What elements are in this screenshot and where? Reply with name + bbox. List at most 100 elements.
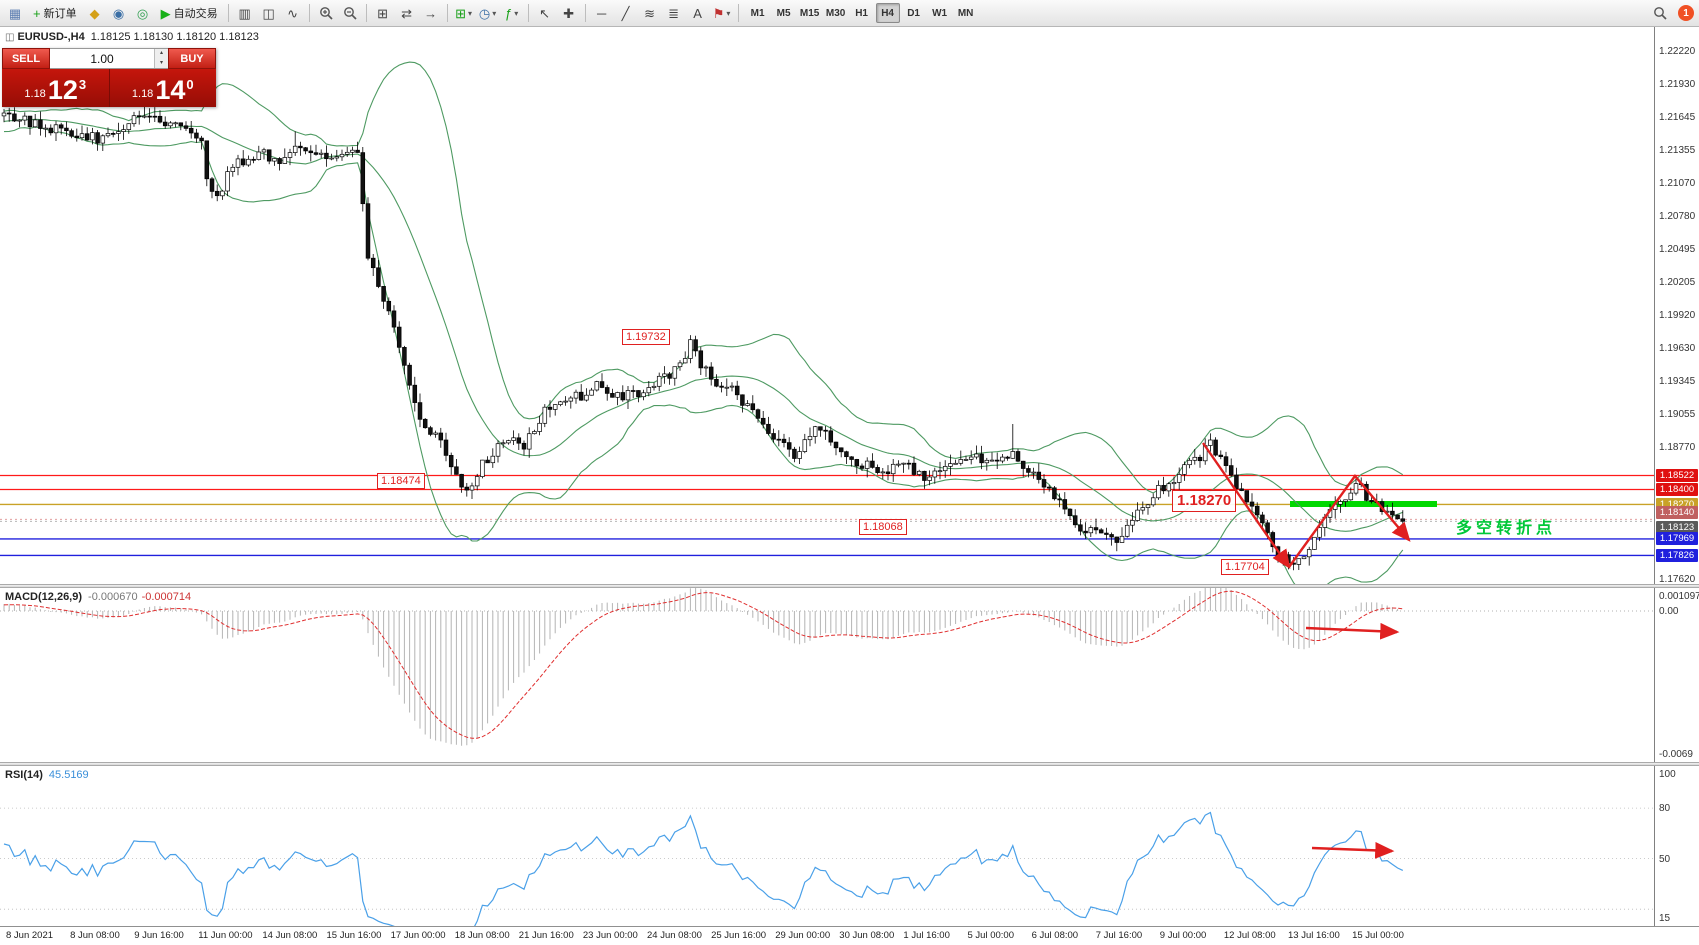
price-callout[interactable]: 1.17704 [1221, 559, 1269, 575]
channel-tool-glyph: ≣ [668, 5, 680, 21]
time-axis[interactable]: 8 Jun 2021 8 Jun 08:00 9 Jun 16:00 11 Jun 0… [0, 926, 1699, 945]
time-axis-label: 15 Jul 00:00 [1352, 930, 1404, 941]
buy-button[interactable]: BUY [168, 48, 216, 69]
zoom-out-icon[interactable] [339, 2, 361, 24]
chart-shift-icon[interactable]: ⇄ [396, 2, 418, 24]
macd-signal-line [3, 590, 1403, 739]
panel-splitter[interactable] [0, 584, 1699, 588]
channel-tool[interactable]: ≣ [663, 2, 685, 24]
hline-tool[interactable]: ─ [591, 2, 613, 24]
auto-scroll-icon[interactable]: → [420, 2, 442, 24]
price-chart-canvas[interactable] [0, 26, 1654, 584]
turning-point-label: 多空转折点 [1456, 520, 1557, 537]
bar-chart-icon[interactable]: ▥ [234, 2, 256, 24]
price-tag[interactable]: 1.18123 [1656, 520, 1698, 534]
navigator-icon[interactable]: ◎ [132, 2, 154, 24]
price-callout[interactable]: 1.18270 [1172, 490, 1237, 512]
timeframe-w1-button[interactable]: W1 [932, 7, 948, 19]
data-window-icon[interactable]: ◉ [108, 2, 130, 24]
tile-windows-icon[interactable]: ⊞ [372, 2, 394, 24]
time-axis-label: 29 Jun 00:00 [775, 930, 831, 941]
candlestick-chart-icon[interactable]: ◫ [258, 2, 280, 24]
price-axis[interactable]: 1.22220 1.21930 1.21645 1.21355 1.21070 1.207… [1654, 26, 1699, 926]
new-chart-button[interactable]: ⊞ ▾ [453, 2, 475, 24]
line-chart-icon[interactable]: ∿ [282, 2, 304, 24]
sell-button[interactable]: SELL [2, 48, 50, 69]
auto-trading-button[interactable]: ▶ 自动交易 [156, 2, 223, 24]
volume-field: ▴ ▾ [50, 48, 168, 69]
time-axis-label: 1 Jul 16:00 [903, 930, 950, 941]
timeframe-m5-button[interactable]: M5 [776, 7, 791, 19]
crosshair-tool[interactable]: ✚ [558, 2, 580, 24]
timeframe-h1-button[interactable]: H1 [855, 7, 868, 19]
horizontal-lines-layer[interactable] [0, 474, 1654, 557]
bid-price-display[interactable]: 1.18 12 3 [2, 69, 110, 107]
timeframe-h4-button[interactable]: H4 [875, 3, 900, 23]
time-axis-label: 15 Jun 16:00 [326, 930, 382, 941]
rsi-canvas[interactable] [0, 766, 1654, 926]
rsi-axis-label: 100 [1659, 769, 1676, 781]
zoom-in-icon[interactable] [315, 2, 337, 24]
timeframe-mn-button[interactable]: MN [957, 7, 974, 19]
price-axis-label: 1.21930 [1659, 79, 1696, 91]
one-click-trading-panel: SELL ▴ ▾ BUY 1.18123 1.18140 [2, 48, 216, 107]
ask-price-display[interactable]: 1.18 14 0 [109, 69, 216, 107]
price-callout[interactable]: 1.18068 [859, 519, 907, 535]
timeframe-toolbar: M1 M5 M15 M30 H1 H4 D1 W1 MN [745, 3, 979, 23]
volume-decrease-button[interactable]: ▾ [155, 58, 168, 68]
price-axis-label: 1.19055 [1659, 409, 1696, 421]
rsi-annotation-arrow[interactable] [1311, 841, 1395, 859]
rsi-panel[interactable]: RSI(14) 45.5169 [0, 766, 1654, 926]
macd-header: MACD(12,26,9) -0.000670 -0.000714 [5, 591, 191, 603]
market-watch-icon-glyph: ◆ [89, 5, 100, 21]
indicators-button[interactable]: ƒ ▾ [501, 2, 523, 24]
time-axis-label: 5 Jul 00:00 [967, 930, 1014, 941]
candlestick-chart-icon-glyph: ◫ [262, 5, 275, 21]
macd-canvas[interactable] [0, 588, 1654, 762]
macd-name: MACD(12,26,9) [5, 591, 83, 603]
macd-axis-label: -0.0069 [1659, 749, 1693, 760]
market-watch-icon[interactable]: ◆ [84, 2, 106, 24]
hline-tool-glyph: ─ [596, 5, 607, 21]
support-highlight-bar[interactable] [1290, 501, 1437, 507]
price-axis-label: 1.20495 [1659, 244, 1696, 255]
data-window-icon-glyph: ◉ [112, 5, 125, 21]
price-tag[interactable]: 1.18140 [1656, 505, 1698, 519]
chart-ohlc-values: 1.18125 1.18130 1.18120 1.18123 [90, 31, 259, 43]
price-chart-panel[interactable]: ◫ EURUSD-,H4 1.18125 1.18130 1.18120 1.181… [0, 26, 1654, 584]
text-tool[interactable]: A [687, 2, 709, 24]
rsi-line [3, 811, 1404, 926]
periods-button[interactable]: ◷ ▾ [477, 2, 499, 24]
timeframe-m30-button[interactable]: M30 [825, 7, 846, 19]
volume-increase-button[interactable]: ▴ [155, 49, 168, 59]
bollinger-bands [3, 61, 1404, 584]
price-tag[interactable]: 1.18400 [1656, 482, 1698, 496]
timeframe-m1-button[interactable]: M1 [750, 7, 765, 19]
panel-splitter[interactable] [0, 762, 1699, 766]
time-axis-label: 12 Jul 08:00 [1223, 930, 1276, 941]
trendline-tool[interactable]: ╱ [615, 2, 637, 24]
price-tag[interactable]: 1.17826 [1656, 548, 1698, 562]
macd-annotation-arrow[interactable] [1305, 622, 1400, 640]
time-axis-label: 8 Jun 08:00 [70, 930, 120, 941]
chart-window-icon[interactable]: ▦ [4, 2, 26, 24]
cursor-tool[interactable]: ↖ [534, 2, 556, 24]
price-axis-label: 1.20780 [1659, 211, 1696, 223]
new-order-button[interactable]: + 新订单 [28, 2, 82, 24]
price-callout[interactable]: 1.18474 [377, 473, 425, 489]
timeframe-m15-button[interactable]: M15 [799, 7, 820, 19]
timeframe-d1-button[interactable]: D1 [907, 7, 920, 19]
volume-input[interactable] [50, 49, 154, 68]
price-callout[interactable]: 1.19732 [622, 329, 670, 345]
fibonacci-tool[interactable]: ≋ [639, 2, 661, 24]
trend-arrows[interactable] [1202, 442, 1411, 569]
macd-panel[interactable]: MACD(12,26,9) -0.000670 -0.000714 [0, 588, 1654, 762]
candles-layer [1, 92, 1406, 571]
shapes-tool[interactable]: ⚑ ▾ [711, 2, 733, 24]
price-tag[interactable]: 1.17969 [1656, 532, 1698, 546]
rsi-header: RSI(14) 45.5169 [5, 769, 89, 781]
price-tag[interactable]: 1.18522 [1656, 468, 1698, 482]
notification-badge[interactable]: 1 [1678, 5, 1694, 21]
dropdown-arrow-icon: ▾ [492, 8, 497, 18]
search-icon[interactable] [1649, 2, 1671, 24]
